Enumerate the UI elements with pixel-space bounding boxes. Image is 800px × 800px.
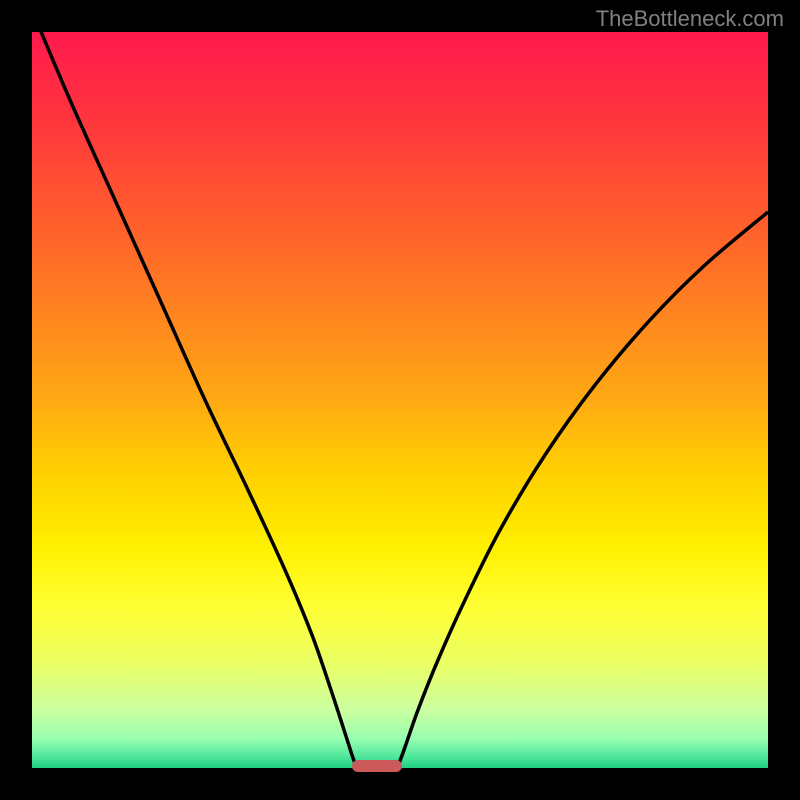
right-curve <box>398 212 768 766</box>
chart-frame: TheBottleneck.com <box>0 0 800 800</box>
bottom-marker <box>352 760 402 772</box>
watermark-text: TheBottleneck.com <box>596 6 784 32</box>
left-curve <box>32 10 356 766</box>
curve-layer <box>0 0 800 800</box>
